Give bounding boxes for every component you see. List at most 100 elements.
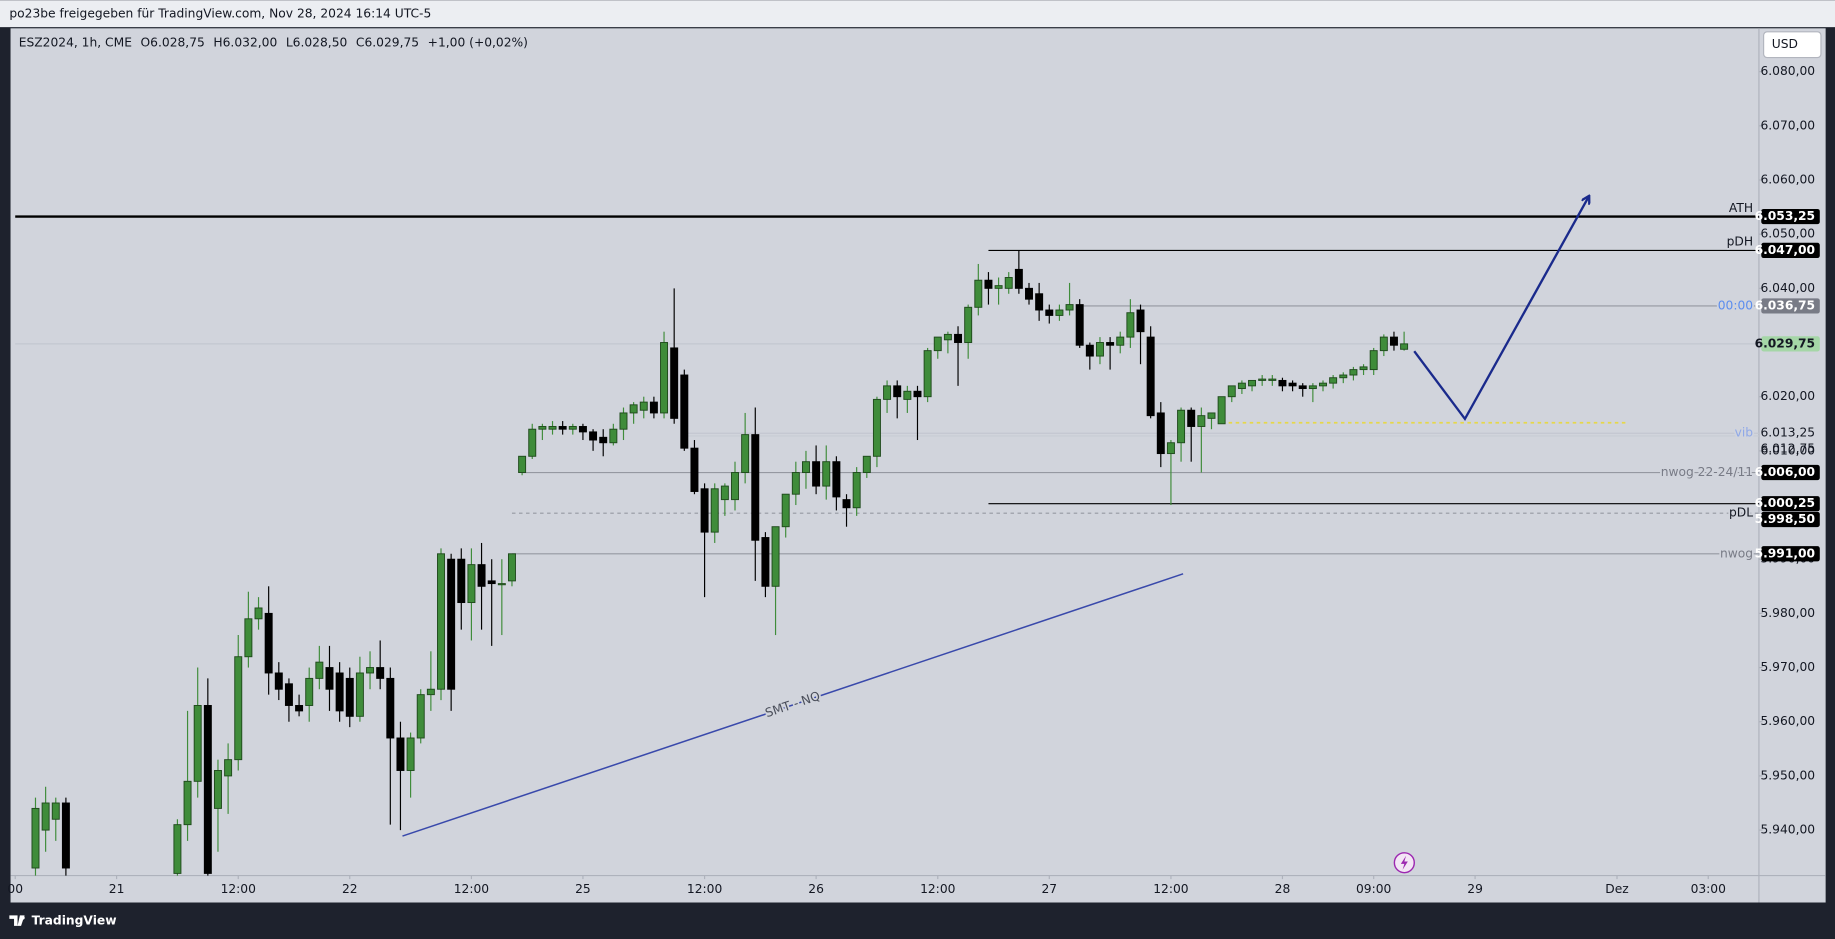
candle-body <box>599 436 608 444</box>
candle-body <box>1298 385 1307 390</box>
currency-button[interactable] <box>1763 31 1822 59</box>
candle-body <box>1389 336 1398 346</box>
y-tick-label: 5.950,00 <box>1760 768 1815 782</box>
level-label: pDH <box>1727 235 1753 249</box>
candle-body <box>1187 409 1196 427</box>
candle-body <box>396 737 405 771</box>
candle-body <box>589 431 598 441</box>
y-tick-label: 6.070,00 <box>1760 118 1815 132</box>
candle-body <box>426 688 435 696</box>
candle-body <box>1035 293 1044 311</box>
candle-body <box>528 428 537 457</box>
candles-layer <box>31 250 1409 876</box>
header-text: po23be freigegeben für TradingView.com, … <box>9 7 431 21</box>
lightning-icon[interactable] <box>1393 852 1415 874</box>
legend-change: +1,00 (+0,02%) <box>428 35 528 49</box>
candle-body <box>61 802 70 869</box>
x-tick-label: 28 <box>1275 882 1291 896</box>
candle-body <box>315 661 324 679</box>
candle-body <box>629 404 638 414</box>
candle-body <box>457 558 466 604</box>
candle-body <box>31 807 40 869</box>
candle-body <box>497 583 506 586</box>
candle-body <box>264 612 273 674</box>
candle-body <box>1075 304 1084 346</box>
candle-body <box>1136 309 1145 333</box>
chart-area <box>10 28 1826 903</box>
candle-body <box>507 553 516 582</box>
level-label: pDL <box>1729 506 1753 520</box>
candle-body <box>923 350 932 398</box>
candle-body <box>1106 342 1115 346</box>
y-tick-label: 6.010,00 <box>1760 443 1815 457</box>
candle-body <box>193 705 202 782</box>
candle-body <box>619 412 628 430</box>
candle-body <box>437 553 445 690</box>
candle-body <box>284 683 293 706</box>
candle-body <box>1014 268 1023 289</box>
candle-body <box>1329 377 1338 384</box>
candle-body <box>254 607 263 620</box>
candle-body <box>720 485 729 501</box>
candle-body <box>1085 344 1094 357</box>
candle-body <box>538 426 547 430</box>
candle-body <box>213 770 222 809</box>
candle-body <box>872 398 881 457</box>
y-tick-label: 5.970,00 <box>1760 660 1815 674</box>
level-label: nwog 22-24/11 <box>1661 465 1753 479</box>
price-tag-label: 6.053,25 <box>1755 209 1816 223</box>
candle-body <box>842 499 851 509</box>
candle-body <box>741 434 750 474</box>
candle-body <box>1308 385 1317 390</box>
candle-body <box>609 428 618 444</box>
candle-body <box>812 461 821 487</box>
candle-body <box>1359 366 1368 371</box>
candle-body <box>771 526 780 587</box>
candle-body <box>467 564 476 604</box>
brand-name: TradingView <box>32 914 117 928</box>
candle-body <box>1400 343 1409 350</box>
x-tick-label: 29 <box>1467 882 1483 896</box>
candle-body <box>1045 309 1054 316</box>
candle-body <box>1095 342 1104 357</box>
price-tag-label: 6.012,75 <box>1760 442 1815 456</box>
candle-body <box>173 824 182 874</box>
candle-body <box>1207 412 1216 419</box>
y-tick-label: 5.940,00 <box>1760 823 1815 837</box>
candle-body <box>660 342 669 414</box>
candle-body <box>244 618 253 658</box>
candle-body <box>1237 382 1246 390</box>
x-tick-label: 00 <box>7 882 23 896</box>
levels-layer <box>15 215 1759 555</box>
candle-body <box>832 461 841 498</box>
price-tag-label: 6.047,00 <box>1755 243 1816 257</box>
currency-label[interactable]: USD <box>1772 37 1798 51</box>
price-tag-label: 6.029,75 <box>1755 336 1816 350</box>
price-tag <box>1761 336 1820 352</box>
candle-body <box>954 333 963 343</box>
candle-body <box>1146 336 1155 417</box>
candle-body <box>1025 287 1033 300</box>
candle-body <box>548 426 557 430</box>
candle-body <box>994 285 1003 289</box>
candle-body <box>406 737 415 771</box>
candle-body <box>1116 336 1125 346</box>
candle-body <box>376 667 385 679</box>
candle-body <box>903 390 912 400</box>
level-label: 00:00 <box>1718 298 1753 312</box>
candle-body <box>781 493 790 528</box>
candle-body <box>964 306 973 343</box>
candle-body <box>224 759 233 777</box>
y-tick-label: 6.060,00 <box>1760 172 1815 186</box>
candle-body <box>325 667 334 690</box>
legend-open: O6.028,75 <box>141 35 205 49</box>
candle-body <box>568 426 577 430</box>
x-tick-label: 21 <box>109 882 125 896</box>
candle-body <box>578 426 587 433</box>
candle-body <box>305 677 314 706</box>
candle-body <box>183 780 192 826</box>
candle-body <box>1339 374 1348 379</box>
candle-body <box>386 677 395 739</box>
